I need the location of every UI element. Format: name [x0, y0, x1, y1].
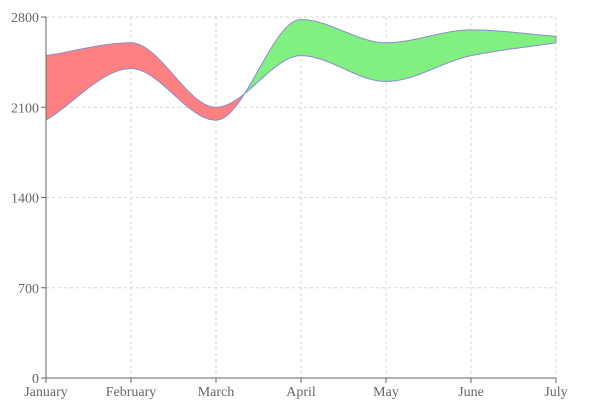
x-tick-label: May: [373, 385, 399, 400]
x-tick-label: March: [198, 385, 235, 400]
grid: [46, 16, 557, 378]
x-tick-label: January: [24, 385, 68, 400]
difference-bands: [45, 19, 557, 122]
y-tick-label: 2800: [11, 11, 39, 26]
x-tick-label: June: [458, 385, 484, 400]
x-tick-label: July: [544, 385, 567, 400]
band-negative: [45, 42, 246, 122]
y-tick-label: 700: [18, 282, 39, 297]
y-tick-label: 1400: [11, 192, 39, 207]
y-axis-ticks: 0 700 1400 2100 2800: [11, 11, 46, 387]
band-positive: [244, 19, 557, 95]
y-tick-label: 2100: [11, 101, 39, 116]
y-tick-label: 0: [32, 372, 39, 387]
x-axis-ticks: January February March April May June July: [24, 378, 568, 400]
x-tick-label: February: [106, 385, 157, 400]
x-tick-label: April: [286, 385, 316, 400]
